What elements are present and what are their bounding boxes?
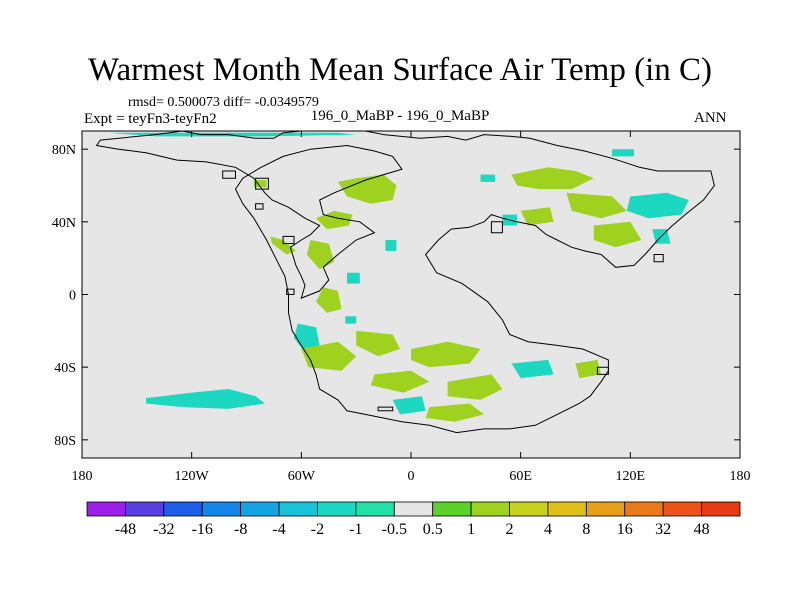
- x-tick-label: 0: [408, 469, 415, 484]
- data-patch: [345, 316, 357, 324]
- data-patches: [109, 132, 689, 422]
- colorbar-swatch: [278, 501, 318, 517]
- x-tick-label: 60E: [509, 469, 532, 484]
- colorbar-swatch: [547, 501, 587, 517]
- colorbar-swatch: [86, 501, 126, 517]
- data-patch: [337, 174, 397, 204]
- data-patch: [511, 359, 554, 379]
- colorbar-label: 8: [582, 521, 590, 538]
- data-patch: [480, 174, 496, 182]
- data-patch: [612, 149, 634, 157]
- x-tick-label: 180: [72, 469, 93, 484]
- colorbar: -48 -32 -16 -8 -4 -2 -1 -0.5 0.5 1 2 4 8 16 32 48: [86, 501, 741, 538]
- colorbar-swatch: [585, 501, 626, 517]
- data-patch: [520, 207, 554, 226]
- colorbar-label: 48: [694, 521, 710, 538]
- data-patch: [447, 374, 503, 400]
- colorbar-label: -0.5: [382, 521, 407, 538]
- coastline-island: [286, 288, 295, 295]
- x-tick-label: 120W: [175, 469, 210, 484]
- colorbar-swatch: [393, 501, 434, 517]
- center-label: 196_0_MaBP - 196_0_MaBP: [310, 108, 490, 124]
- data-patch: [425, 403, 485, 422]
- colorbar-swatch: [125, 501, 165, 517]
- data-patch: [109, 132, 357, 137]
- coastline-island: [596, 366, 609, 375]
- colorbar-swatch: [662, 501, 702, 517]
- data-patch: [370, 370, 430, 393]
- colorbar-label: 0.5: [423, 521, 443, 538]
- coastline-island: [255, 177, 269, 190]
- data-patch: [356, 330, 400, 357]
- colorbar-label: -16: [192, 521, 213, 538]
- data-patch: [270, 236, 296, 255]
- data-patch: [593, 221, 642, 248]
- axes: 180 120W 60W 0 60E 120E 180 80N 40N 0 40S 80S: [52, 131, 751, 484]
- coastline-main: [95, 131, 715, 434]
- coastline-island: [653, 254, 664, 263]
- coastline-island: [255, 203, 264, 210]
- colorbar-swatch: [317, 501, 357, 517]
- y-tick-label: 40N: [52, 216, 76, 231]
- colorbar-label: -8: [234, 521, 247, 538]
- data-patch: [306, 240, 335, 270]
- colorbar-label: 4: [544, 521, 552, 538]
- stats-label: rmsd= 0.500073 diff= -0.0349579: [128, 95, 319, 110]
- coastline-island: [282, 235, 295, 245]
- y-tick-label: 80S: [54, 434, 76, 449]
- colorbar-swatch: [432, 501, 472, 517]
- x-tick-label: 120E: [616, 469, 646, 484]
- colorbar-label: 16: [617, 521, 633, 538]
- data-patch: [411, 341, 481, 368]
- data-patch: [566, 192, 627, 219]
- y-tick-label: 40S: [54, 361, 76, 376]
- x-tick-label: 60W: [288, 469, 316, 484]
- colorbar-swatch: [470, 501, 510, 517]
- data-patch: [392, 396, 426, 415]
- expt-label: Expt = teyFn3-teyFn2: [84, 111, 217, 127]
- data-patch: [301, 341, 357, 371]
- data-patch: [294, 323, 320, 353]
- coastline: [95, 131, 715, 434]
- colorbar-swatch: [201, 501, 242, 517]
- colorbar-label: 32: [655, 521, 671, 538]
- colorbar-label: -2: [311, 521, 324, 538]
- data-patch: [316, 287, 342, 313]
- colorbar-label: -4: [272, 521, 285, 538]
- colorbar-swatch: [624, 501, 664, 517]
- data-patch: [626, 192, 689, 219]
- colorbar-label: 2: [506, 521, 514, 538]
- chart-title: Warmest Month Mean Surface Air Temp (in …: [87, 52, 713, 88]
- y-tick-label: 0: [69, 289, 76, 304]
- colorbar-label: -1: [349, 521, 362, 538]
- coastline-island: [377, 406, 394, 412]
- colorbar-swatch: [701, 501, 741, 517]
- period-label: ANN: [694, 110, 727, 126]
- data-patch: [511, 167, 594, 190]
- data-patch: [146, 389, 265, 409]
- colorbar-swatch: [163, 501, 203, 517]
- coastline-island: [490, 221, 503, 234]
- colorbar-label: -32: [153, 521, 174, 538]
- data-patch: [575, 359, 602, 379]
- colorbar-swatch: [355, 501, 395, 517]
- x-tick-label: 180: [730, 469, 751, 484]
- data-patch: [347, 272, 360, 284]
- y-tick-label: 80N: [52, 143, 76, 158]
- colorbar-swatch: [240, 501, 280, 517]
- coastline-island: [222, 170, 236, 179]
- colorbar-swatch: [509, 501, 549, 517]
- data-patch: [385, 240, 397, 251]
- colorbar-label: 1: [467, 521, 475, 538]
- colorbar-label: -48: [115, 521, 136, 538]
